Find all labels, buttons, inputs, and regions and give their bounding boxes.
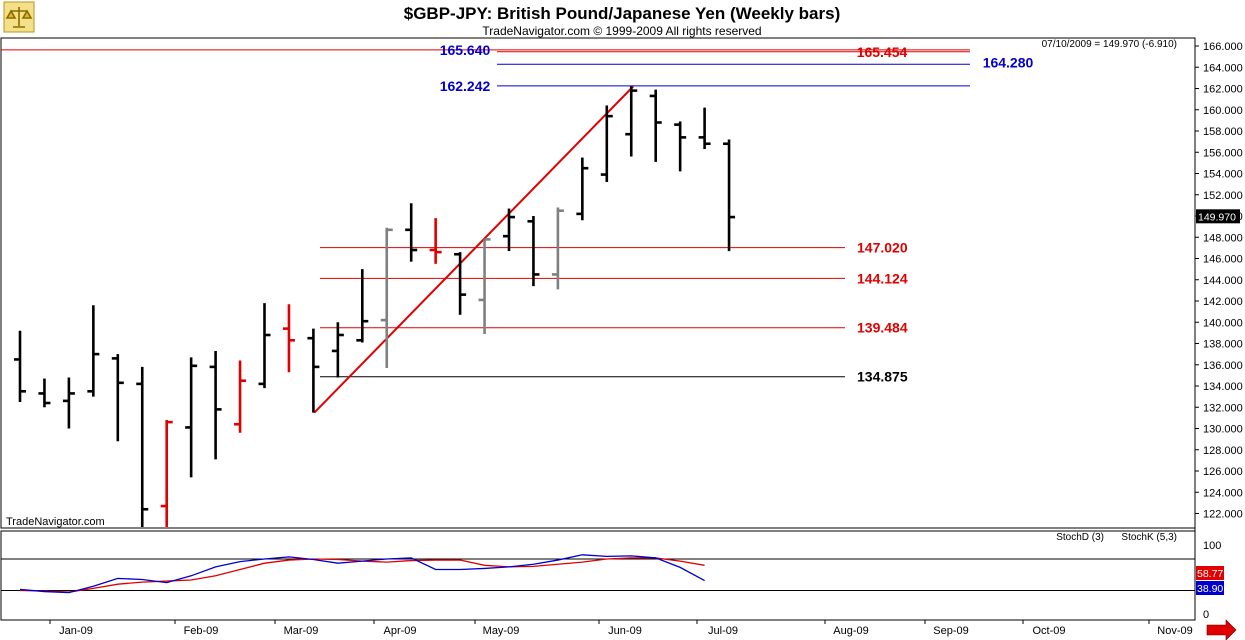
y-tick-label: 148.000 bbox=[1203, 232, 1243, 244]
y-tick-label: 156.000 bbox=[1203, 147, 1243, 159]
x-tick-label: Sep-09 bbox=[933, 625, 968, 637]
ohlc-bar bbox=[674, 121, 687, 172]
x-tick-label: Nov-09 bbox=[1157, 625, 1192, 637]
ohlc-bar bbox=[258, 303, 271, 389]
ohlc-bar bbox=[625, 86, 638, 157]
x-tick-label: Mar-09 bbox=[284, 625, 319, 637]
y-tick-label: 158.000 bbox=[1203, 126, 1243, 138]
stochd-legend: StochD (3) bbox=[1056, 532, 1104, 543]
stoch-last-box bbox=[1196, 581, 1224, 595]
x-tick-label: Oct-09 bbox=[1032, 625, 1065, 637]
ohlc-bar bbox=[649, 89, 662, 162]
level-label: 134.875 bbox=[857, 369, 908, 385]
gold-scales-icon bbox=[3, 1, 35, 33]
ohlc-bar bbox=[282, 304, 295, 373]
price-levels: 165.640 165.454 164.280 162.242 147.020 144.1… bbox=[1, 42, 1034, 385]
stoch-y-tick: 100 bbox=[1203, 540, 1221, 552]
ohlc-bar bbox=[723, 139, 736, 252]
price-y-axis: 166.000 164.000 162.000 160.000 158.000 156.0… bbox=[1195, 41, 1243, 521]
y-tick-label: 136.000 bbox=[1203, 360, 1243, 372]
trendline-segment bbox=[313, 85, 634, 414]
date-x-axis: Jan-09 Feb-09 Mar-09 Apr-09 May-09 Jun-09 Jul-… bbox=[49, 620, 1193, 637]
ohlc-bar bbox=[503, 208, 515, 252]
ohlc-bar bbox=[478, 238, 491, 334]
watermark: TradeNavigator.com bbox=[6, 516, 105, 528]
x-tick-label: Feb-09 bbox=[184, 625, 219, 637]
stoch-last-value: 58.77 bbox=[1197, 568, 1223, 580]
x-tick-label: Jul-09 bbox=[708, 625, 738, 637]
ohlc-bar bbox=[698, 107, 711, 150]
stoch-panel bbox=[0, 530, 1196, 621]
x-tick-label: Jun-09 bbox=[608, 625, 642, 637]
level-label: 162.242 bbox=[440, 78, 491, 94]
y-tick-label: 160.000 bbox=[1203, 105, 1243, 117]
y-tick-label: 140.000 bbox=[1203, 317, 1243, 329]
y-tick-label: 130.000 bbox=[1203, 424, 1243, 436]
copyright-text: TradeNavigator.com © 1999-2009 All right… bbox=[482, 24, 761, 38]
x-tick-label: Apr-09 bbox=[383, 625, 416, 637]
ohlc-bar bbox=[331, 322, 344, 378]
y-tick-label: 166.000 bbox=[1203, 41, 1243, 53]
level-label: 139.484 bbox=[857, 320, 908, 336]
last-price-box bbox=[1196, 209, 1240, 224]
stochk-legend: StochK (5,3) bbox=[1121, 532, 1177, 543]
ohlc-bar bbox=[160, 420, 173, 527]
chart-title: $GBP-JPY: British Pound/Japanese Yen (We… bbox=[404, 4, 840, 23]
stoch-y-tick: 0 bbox=[1203, 609, 1209, 621]
y-tick-label: 144.000 bbox=[1203, 275, 1243, 287]
y-tick-label: 138.000 bbox=[1203, 339, 1243, 351]
last-info: 07/10/2009 = 149.970 (-6.910) bbox=[1042, 39, 1177, 50]
y-tick-label: 142.000 bbox=[1203, 296, 1243, 308]
ohlc-bar bbox=[576, 157, 589, 221]
y-tick-label: 162.000 bbox=[1203, 84, 1243, 96]
level-label: 144.124 bbox=[857, 270, 908, 286]
ohlc-bar bbox=[600, 105, 613, 182]
ohlc-bar bbox=[38, 378, 51, 408]
y-tick-label: 132.000 bbox=[1203, 402, 1243, 414]
last-price-tag: 149.970 bbox=[1196, 209, 1240, 224]
y-tick-label: 126.000 bbox=[1203, 466, 1243, 478]
ohlc-bar bbox=[136, 366, 149, 527]
y-tick-label: 122.000 bbox=[1203, 509, 1243, 521]
level-label: 147.020 bbox=[857, 240, 908, 256]
y-tick-label: 134.000 bbox=[1203, 381, 1243, 393]
last-price-value: 149.970 bbox=[1198, 211, 1236, 223]
ohlc-bar bbox=[87, 305, 100, 397]
y-tick-label: 164.000 bbox=[1203, 62, 1243, 74]
y-tick-label: 124.000 bbox=[1203, 487, 1243, 499]
ohlc-bar bbox=[307, 328, 320, 413]
y-tick-label: 152.000 bbox=[1203, 190, 1243, 202]
red-arrow-right-icon[interactable] bbox=[1206, 619, 1237, 640]
trendline bbox=[313, 85, 634, 414]
ohlc-bar bbox=[380, 227, 393, 368]
level-label: 165.640 bbox=[440, 42, 491, 58]
ohlc-bar bbox=[429, 218, 442, 264]
ohlc-bars bbox=[14, 86, 736, 527]
level-label: 164.280 bbox=[983, 54, 1034, 70]
level-label: 165.454 bbox=[857, 44, 908, 60]
ohlc-bar bbox=[62, 377, 75, 429]
y-tick-label: 154.000 bbox=[1203, 169, 1243, 181]
stoch-last-value: 38.90 bbox=[1197, 583, 1223, 595]
x-tick-label: May-09 bbox=[483, 625, 520, 637]
ohlc-bar bbox=[551, 207, 564, 290]
ohlc-bar bbox=[356, 269, 369, 343]
ohlc-bar bbox=[405, 203, 418, 262]
price-panel bbox=[0, 37, 1196, 529]
ohlc-bar bbox=[209, 350, 222, 460]
x-tick-label: Aug-09 bbox=[833, 625, 868, 637]
y-tick-label: 128.000 bbox=[1203, 445, 1243, 457]
ohlc-bar bbox=[185, 357, 198, 478]
ohlc-bar bbox=[234, 360, 247, 433]
stoch-series-line bbox=[19, 554, 705, 594]
ohlc-bar bbox=[111, 354, 124, 442]
stoch-last-box bbox=[1196, 566, 1224, 580]
ohlc-bar bbox=[14, 330, 26, 402]
ohlc-bar bbox=[454, 252, 467, 315]
y-tick-label: 146.000 bbox=[1203, 254, 1243, 266]
ohlc-bar bbox=[527, 216, 540, 287]
x-tick-label: Jan-09 bbox=[59, 625, 93, 637]
